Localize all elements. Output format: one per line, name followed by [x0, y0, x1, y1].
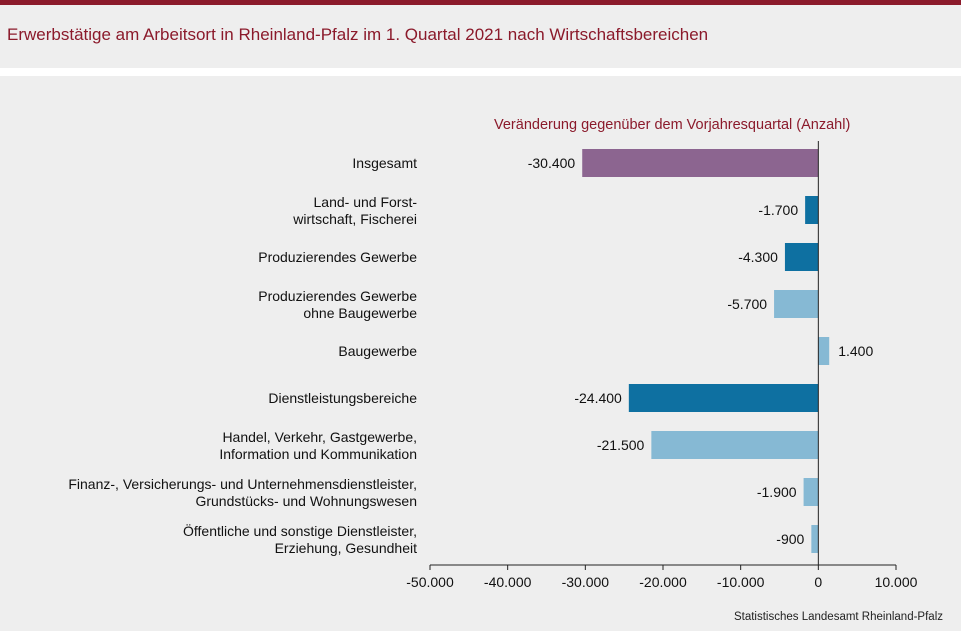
category-label: Produzierendes Gewerbe: [258, 249, 417, 265]
category-label: Information und Kommunikation: [219, 446, 417, 462]
bar: [784, 243, 819, 271]
data-label: 1.400: [838, 343, 873, 359]
data-label: -30.400: [528, 155, 576, 171]
x-tick-label: -30.000: [562, 574, 610, 590]
data-label: -900: [776, 531, 804, 547]
category-label: Land- und Forst-: [314, 194, 418, 210]
x-tick-label: 10.000: [875, 574, 918, 590]
category-label: Insgesamt: [352, 155, 417, 171]
bar: [628, 384, 819, 412]
x-tick-label: -40.000: [484, 574, 532, 590]
page-title: Erwerbstätige am Arbeitsort in Rheinland…: [7, 25, 709, 44]
data-label: -1.900: [757, 484, 797, 500]
category-label: Öffentliche und sonstige Dienstleister,: [183, 522, 417, 539]
bar: [651, 431, 819, 459]
data-label: -24.400: [574, 390, 622, 406]
bar: [774, 290, 819, 318]
bar: [582, 149, 819, 177]
bar: [805, 196, 819, 224]
category-label: Produzierendes Gewerbe: [258, 288, 417, 304]
data-label: -5.700: [727, 296, 767, 312]
category-label: Dienstleistungsbereiche: [268, 390, 417, 406]
category-label: Erziehung, Gesundheit: [275, 540, 418, 556]
data-label: -21.500: [597, 437, 645, 453]
category-label: ohne Baugewerbe: [303, 305, 417, 321]
data-label: -4.300: [738, 249, 778, 265]
x-tick-label: -20.000: [639, 574, 687, 590]
x-tick-label: -10.000: [717, 574, 765, 590]
category-label: Grundstücks- und Wohnungswesen: [195, 493, 417, 509]
data-label: -1.700: [758, 202, 798, 218]
bar: [818, 337, 830, 365]
chart-subtitle: Veränderung gegenüber dem Vorjahresquart…: [494, 117, 850, 133]
x-tick-label: 0: [814, 574, 822, 590]
category-label: Finanz-, Versicherungs- und Unternehmens…: [68, 476, 417, 492]
source-note: Statistisches Landesamt Rheinland-Pfalz: [733, 611, 943, 623]
bar: [803, 478, 819, 506]
title-separator: [0, 68, 961, 76]
x-tick-label: -50.000: [406, 574, 454, 590]
category-label: wirtschaft, Fischerei: [292, 211, 417, 227]
bar: [811, 525, 819, 553]
category-label: Handel, Verkehr, Gastgewerbe,: [222, 429, 417, 445]
category-label: Baugewerbe: [338, 343, 417, 359]
top-rule: [0, 0, 961, 5]
